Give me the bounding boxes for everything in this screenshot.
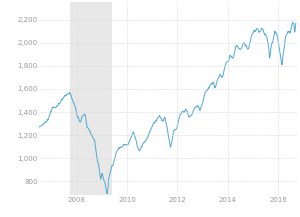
Bar [70, 2, 112, 195]
